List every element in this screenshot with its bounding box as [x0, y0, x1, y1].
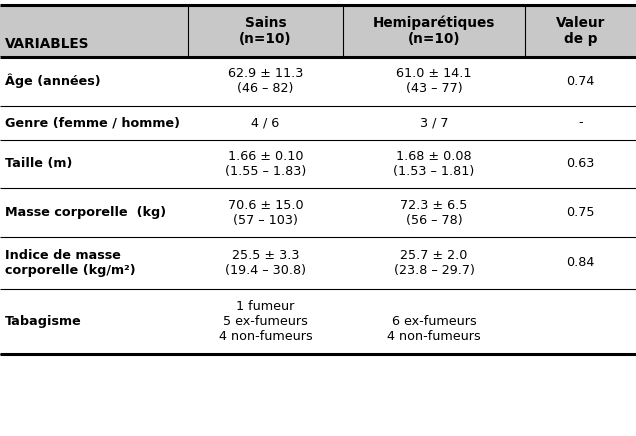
Text: 25.7 ± 2.0
(23.8 – 29.7): 25.7 ± 2.0 (23.8 – 29.7) — [394, 249, 474, 277]
Text: Hemiparétiques
(n=10): Hemiparétiques (n=10) — [373, 16, 495, 46]
Text: Genre (femme / homme): Genre (femme / homme) — [5, 116, 180, 129]
Text: 6 ex-fumeurs
4 non-fumeurs: 6 ex-fumeurs 4 non-fumeurs — [387, 300, 481, 343]
Text: Indice de masse
corporelle (kg/m²): Indice de masse corporelle (kg/m²) — [5, 249, 135, 277]
Text: 4 / 6: 4 / 6 — [251, 116, 280, 129]
Text: 25.5 ± 3.3
(19.4 – 30.8): 25.5 ± 3.3 (19.4 – 30.8) — [225, 249, 306, 277]
Text: 0.84: 0.84 — [566, 256, 595, 269]
Text: Taille (m): Taille (m) — [5, 157, 73, 170]
Text: 0.74: 0.74 — [566, 75, 595, 88]
Text: 3 / 7: 3 / 7 — [420, 116, 448, 129]
Text: 0.63: 0.63 — [566, 157, 595, 170]
Text: VARIABLES: VARIABLES — [5, 37, 90, 51]
Text: 1.66 ± 0.10
(1.55 – 1.83): 1.66 ± 0.10 (1.55 – 1.83) — [225, 150, 306, 178]
Text: 70.6 ± 15.0
(57 – 103): 70.6 ± 15.0 (57 – 103) — [228, 199, 303, 227]
Text: 1.68 ± 0.08
(1.53 – 1.81): 1.68 ± 0.08 (1.53 – 1.81) — [394, 150, 474, 178]
Bar — [0, 5, 636, 57]
Text: Masse corporelle  (kg): Masse corporelle (kg) — [5, 206, 166, 219]
Text: 0.75: 0.75 — [566, 206, 595, 219]
Text: -: - — [578, 116, 583, 129]
Text: Tabagisme: Tabagisme — [5, 315, 82, 328]
Text: Sains
(n=10): Sains (n=10) — [239, 16, 292, 46]
Text: 1 fumeur
5 ex-fumeurs
4 non-fumeurs: 1 fumeur 5 ex-fumeurs 4 non-fumeurs — [219, 300, 312, 343]
Text: 61.0 ± 14.1
(43 – 77): 61.0 ± 14.1 (43 – 77) — [396, 67, 472, 95]
Text: Âge (années): Âge (années) — [5, 74, 100, 89]
Text: Valeur
de p: Valeur de p — [556, 16, 605, 46]
Text: 72.3 ± 6.5
(56 – 78): 72.3 ± 6.5 (56 – 78) — [401, 199, 467, 227]
Text: 62.9 ± 11.3
(46 – 82): 62.9 ± 11.3 (46 – 82) — [228, 67, 303, 95]
